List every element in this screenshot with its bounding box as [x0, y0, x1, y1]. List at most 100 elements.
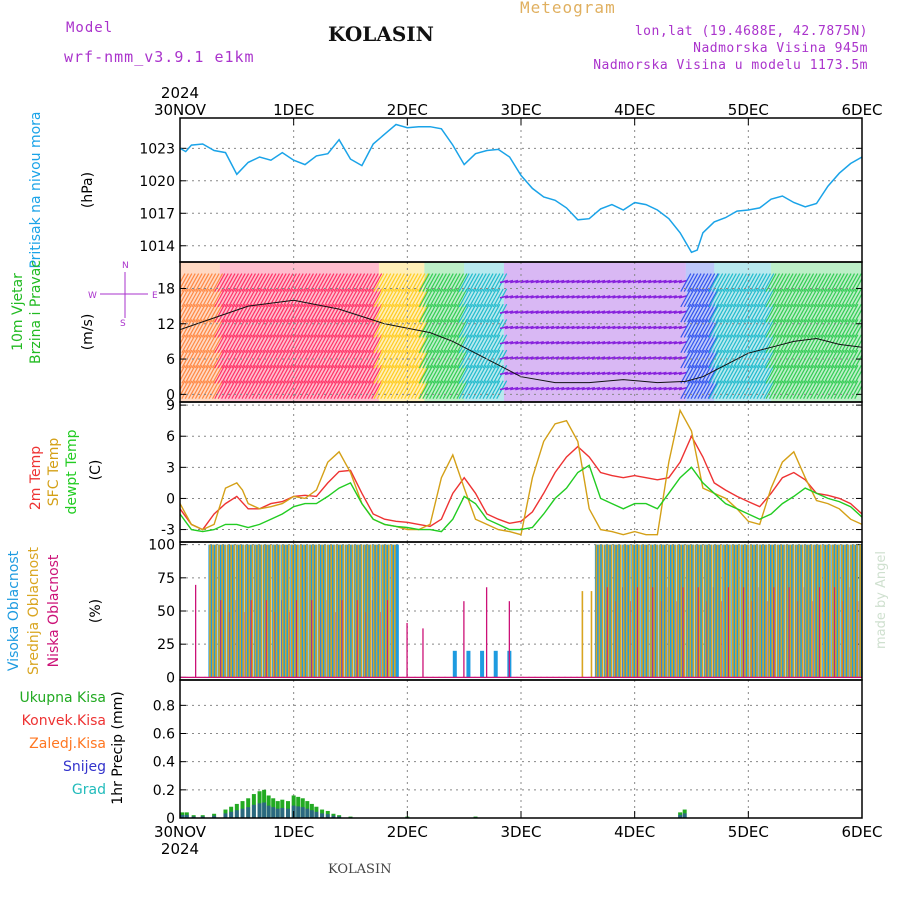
y-tick-label: 0.6: [153, 727, 175, 743]
wind-barb: [843, 303, 856, 323]
wind-barb: [446, 303, 458, 323]
wind-barb: [323, 334, 335, 354]
wind-barb: [302, 303, 314, 323]
wind-barb: [749, 380, 761, 399]
precip-bar-snow: [682, 813, 687, 818]
wind-barb: [191, 365, 203, 384]
wind-barb: [364, 349, 376, 369]
wind-barb: [371, 349, 383, 369]
wind-barb: [504, 371, 514, 376]
wind-barb: [571, 325, 580, 330]
wind-barb: [816, 319, 828, 338]
wind-barb: [458, 365, 470, 384]
wind-barb: [404, 365, 416, 384]
wind-barb: [525, 325, 534, 330]
wind-barb: [205, 288, 217, 308]
wind-barb: [326, 349, 338, 369]
wind-barb: [678, 325, 688, 330]
wind-barb: [492, 365, 504, 384]
wind-barb: [556, 295, 565, 299]
wind-barb: [732, 288, 744, 308]
wind-barb: [556, 279, 565, 284]
wind-barb: [850, 303, 862, 323]
wind-barb: [468, 303, 480, 323]
wind-barb: [306, 273, 318, 292]
wind-barb: [663, 279, 672, 284]
wind-barb: [302, 334, 314, 354]
wind-barb: [591, 386, 601, 391]
wind-barb: [612, 295, 621, 299]
wind-barb: [550, 386, 560, 391]
wind-barb: [840, 273, 852, 292]
wind-barb: [722, 303, 734, 323]
wind-barb: [350, 365, 362, 384]
wind-barb: [442, 288, 454, 308]
wind-barb: [756, 334, 768, 354]
wind-barb: [796, 319, 808, 338]
wind-barb: [816, 380, 828, 399]
wind-barb: [700, 380, 712, 399]
wind-barb: [326, 288, 338, 308]
wind-barb: [668, 310, 677, 314]
wind-barb: [775, 319, 787, 338]
wind-barb: [184, 334, 196, 354]
wind-barb: [313, 365, 325, 384]
wind-barb: [191, 288, 203, 308]
wind-barb: [458, 319, 470, 338]
wind-barb: [302, 380, 314, 399]
wind-barb: [735, 288, 748, 308]
wind-barb: [299, 303, 311, 323]
wind-barb: [400, 288, 412, 308]
wind-barb: [479, 288, 491, 308]
wind-barb: [425, 380, 437, 399]
wind-barb: [847, 273, 859, 292]
wind-barb: [410, 365, 422, 384]
wind-barb: [622, 279, 631, 284]
wind-barb: [326, 319, 338, 338]
wind-barb: [255, 303, 267, 323]
wind-barb: [653, 325, 662, 330]
wind-barb: [376, 303, 388, 323]
wind-barb: [468, 380, 480, 399]
wind-barb: [840, 380, 852, 399]
wind-barb: [796, 380, 808, 399]
wind-barb: [289, 365, 301, 384]
wind-barb: [545, 325, 555, 330]
wind-barb: [275, 319, 287, 338]
wind-barb: [545, 295, 555, 299]
wind-barb: [556, 340, 565, 345]
wind-barb: [792, 380, 804, 399]
wind-barb: [407, 288, 419, 308]
wind-barb: [607, 340, 616, 345]
wind-barb: [292, 303, 304, 323]
wind-barb: [211, 380, 224, 399]
precip-bar-snow: [234, 810, 239, 818]
wind-barb: [746, 303, 758, 323]
cloud-high-bar: [826, 544, 831, 678]
wind-barb: [482, 303, 494, 323]
wind-barb: [429, 273, 441, 292]
wind-barb: [279, 334, 291, 354]
wind-barb: [566, 295, 575, 299]
wind-barb: [792, 303, 804, 323]
wind-barb: [504, 340, 514, 345]
wind-barb: [840, 334, 852, 354]
wind-barb: [642, 310, 652, 314]
wind-barb: [693, 334, 705, 354]
wind-barb: [238, 319, 250, 338]
precip-bar-snow: [320, 813, 325, 818]
wind-barb: [826, 334, 838, 354]
wind-barb: [708, 334, 720, 354]
wind-barb: [806, 365, 818, 384]
wind-barb: [268, 319, 280, 338]
wind-barb: [330, 365, 342, 384]
wind-barb: [586, 340, 596, 345]
wind-barb: [683, 380, 695, 399]
wind-barb: [272, 273, 284, 292]
wind-barb: [789, 273, 801, 292]
wind-barb: [208, 380, 220, 399]
wind-barb: [561, 356, 570, 360]
wind-barb: [393, 349, 405, 369]
wind-barb: [188, 288, 200, 308]
precip-bar-snow: [229, 811, 234, 818]
